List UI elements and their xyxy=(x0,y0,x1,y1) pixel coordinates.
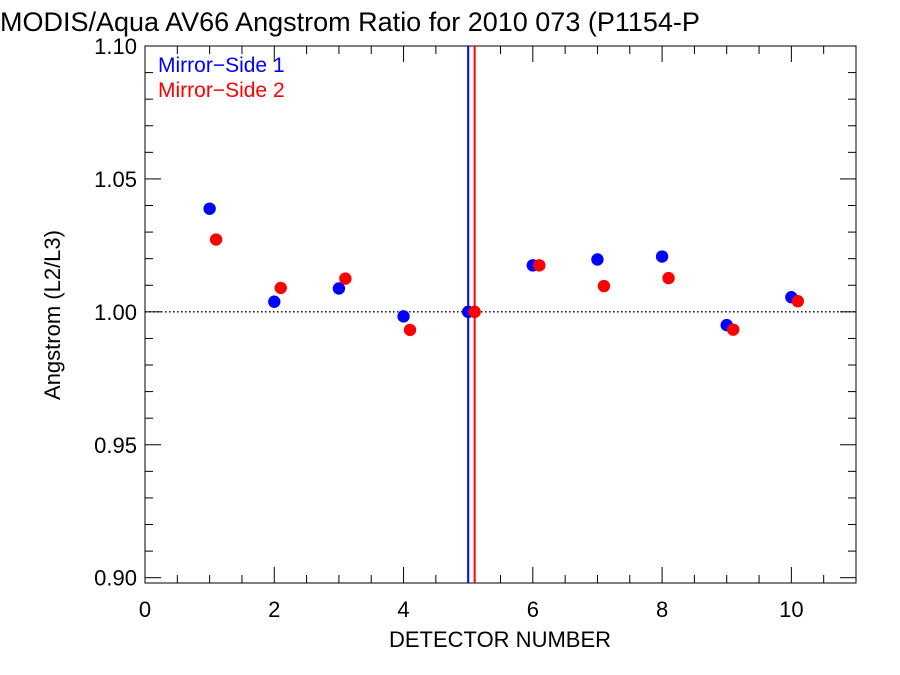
series-1-point xyxy=(655,250,669,263)
series-2-point xyxy=(274,281,287,295)
y-axis-label: Angstrom (L2/L3) xyxy=(40,230,65,400)
series-2-point xyxy=(339,272,352,285)
series-1-point xyxy=(268,295,281,308)
series-2-point xyxy=(791,295,805,308)
y-tick-label: 1.00 xyxy=(94,300,137,325)
x-axis-label: DETECTOR NUMBER xyxy=(389,627,611,652)
series-2-point xyxy=(726,323,740,336)
axis-ticks: 0 2 4 6 8 10 0.90 0.95 1.00 1.05 1.10 xyxy=(94,34,856,622)
legend-entry-2: Mirror−Side 2 xyxy=(158,79,285,102)
series-2-point xyxy=(533,259,546,272)
plot-area xyxy=(144,45,857,584)
series-2-point xyxy=(662,271,675,285)
series-2-point xyxy=(209,233,223,246)
x-tick-label: 0 xyxy=(139,597,151,622)
y-tick-label: 1.10 xyxy=(94,34,137,59)
x-tick-label: 4 xyxy=(397,597,409,622)
chart-title: MODIS/Aqua AV66 Angstrom Ratio for 2010 … xyxy=(0,7,700,37)
plot-frame xyxy=(144,45,857,584)
series-1-point xyxy=(591,253,604,266)
series-2-point xyxy=(597,279,611,293)
x-tick-label: 6 xyxy=(527,597,539,622)
series-1-point xyxy=(332,282,346,295)
series-1-point xyxy=(203,202,216,215)
series-2-point xyxy=(468,305,481,319)
data-points xyxy=(203,202,805,337)
x-tick-label: 10 xyxy=(779,597,803,622)
y-tick-label: 0.95 xyxy=(94,433,137,458)
x-tick-label: 2 xyxy=(268,597,280,622)
plot-markers xyxy=(145,46,856,583)
y-tick-label: 0.90 xyxy=(94,566,137,591)
series-2-point xyxy=(403,323,417,337)
series-1-point xyxy=(397,310,410,323)
y-tick-label: 1.05 xyxy=(94,167,137,192)
legend-entry-1: Mirror−Side 1 xyxy=(158,54,285,77)
x-tick-label: 8 xyxy=(656,597,668,622)
